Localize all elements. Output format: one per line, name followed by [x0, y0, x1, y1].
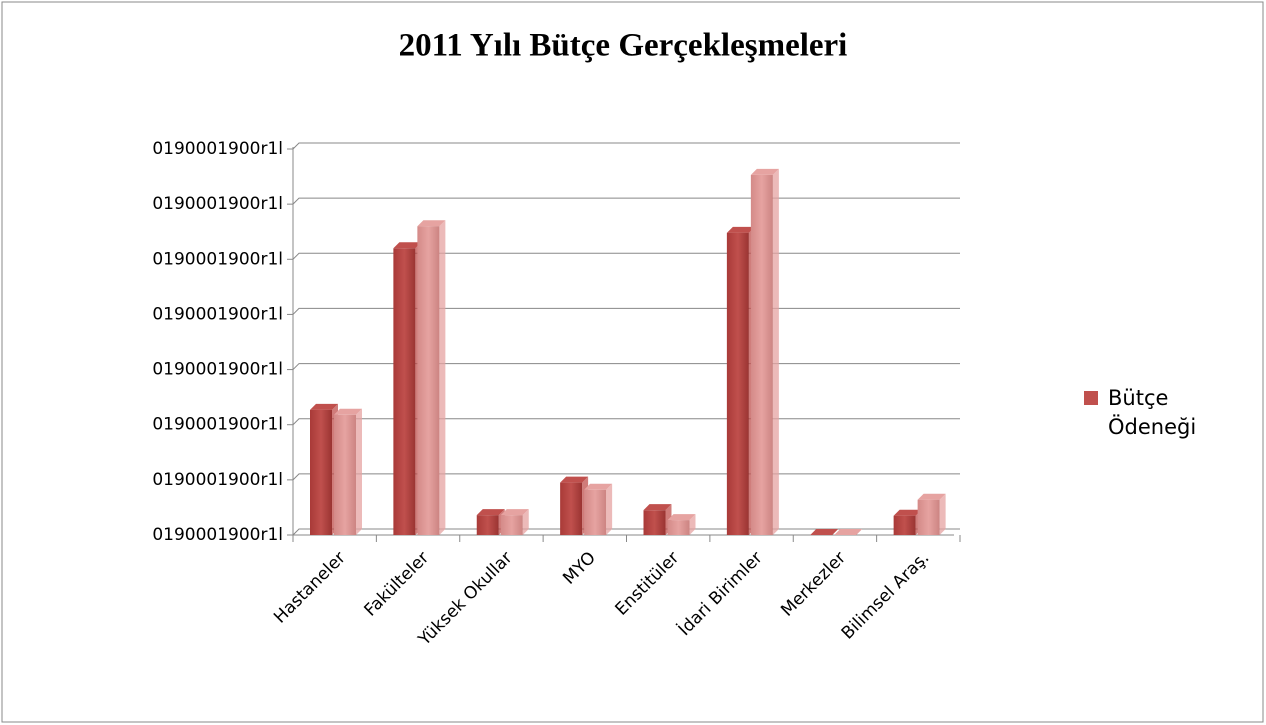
bar-side [606, 483, 613, 535]
bar-top [893, 509, 922, 516]
y-tick-label: 0190001900r1l [152, 304, 283, 324]
bar-top [584, 483, 613, 490]
bar-side [939, 493, 946, 535]
bar-top [917, 493, 946, 500]
chart-title: 2011 Yılı Bütçe Gerçekleşmeleri [399, 28, 848, 64]
bar-top [834, 529, 863, 535]
bar-side [356, 408, 362, 535]
y-tick-label: 0190001900r1l [152, 139, 283, 159]
bar [334, 414, 356, 535]
bar [584, 489, 607, 535]
bar [393, 248, 416, 535]
legend-label: Bütçe Ödeneği [1108, 386, 1197, 439]
y-tick-label: 0190001900r1l [152, 194, 283, 214]
y-tick-label: 0190001900r1l [152, 415, 283, 435]
grid-line [292, 142, 960, 150]
bar-top [310, 403, 338, 410]
bar-top [667, 514, 696, 521]
bar [750, 174, 773, 535]
bar-side [689, 514, 696, 535]
bar-top [560, 476, 589, 483]
bar-top [417, 220, 446, 227]
grid-line [292, 197, 960, 205]
bar [310, 409, 332, 535]
bar [917, 499, 940, 535]
bar-top [476, 509, 505, 516]
bar-top [726, 226, 755, 233]
bar [726, 232, 749, 535]
y-tick-label: 0190001900r1l [152, 525, 283, 545]
bar [417, 226, 440, 535]
bar-side [522, 509, 529, 535]
legend-swatch [1084, 391, 1098, 405]
bar-top [334, 408, 362, 415]
y-tick-label: 0190001900r1l [152, 360, 283, 380]
bar-side [772, 168, 779, 535]
bar [500, 515, 523, 535]
bar [476, 515, 499, 535]
bar [560, 482, 583, 535]
bar-top [643, 504, 672, 511]
bar [667, 520, 690, 535]
y-tick-label: 0190001900r1l [152, 470, 283, 490]
bar-top [393, 242, 422, 249]
bar [893, 515, 916, 535]
bar-top [500, 509, 529, 516]
bar [643, 510, 666, 535]
bar-side [439, 220, 446, 535]
y-tick-label: 0190001900r1l [152, 249, 283, 269]
bar-top [810, 529, 839, 535]
bar-top [750, 168, 779, 175]
